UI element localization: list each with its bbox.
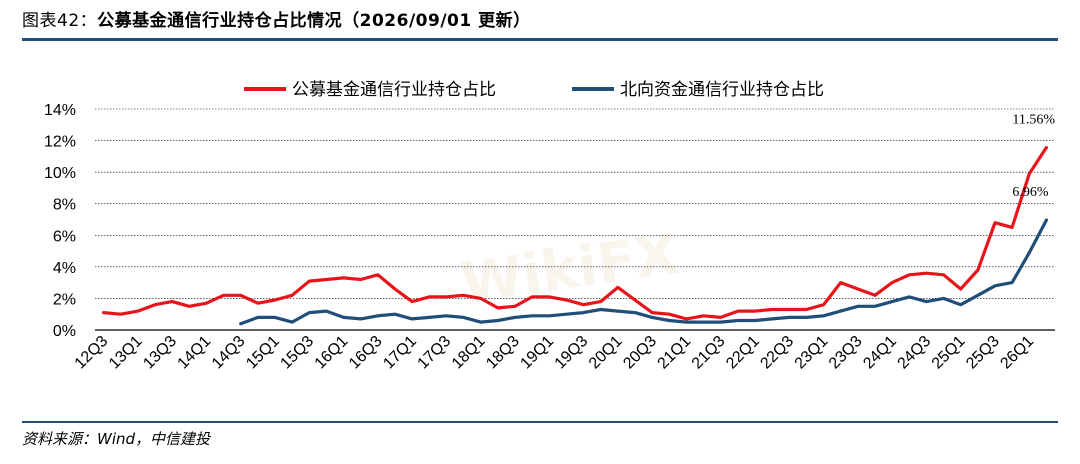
x-tick-label: 20Q1: [586, 333, 626, 373]
x-tick-label: 25Q3: [963, 333, 1003, 373]
series-line-2: [239, 218, 1048, 326]
top-rule: [22, 38, 1058, 41]
x-tick-label: 24Q1: [860, 333, 900, 373]
x-tick-label: 14Q1: [175, 333, 215, 373]
end-value-label: 11.56%: [1012, 113, 1055, 128]
y-tick-label: 0%: [53, 323, 76, 340]
x-tick-label: 19Q3: [552, 333, 592, 373]
y-tick-label: 4%: [53, 260, 76, 277]
bottom-rule: [22, 421, 1058, 423]
x-tick-label: 16Q1: [312, 333, 352, 373]
x-tick-label: 24Q3: [895, 333, 935, 373]
x-tick-label: 23Q1: [792, 333, 832, 373]
x-tick-label: 15Q1: [243, 333, 283, 373]
x-tick-label: 17Q1: [380, 333, 420, 373]
x-tick-label: 14Q3: [209, 333, 249, 373]
end-value-label: 6.96%: [1012, 185, 1049, 200]
x-tick-label: 22Q3: [757, 333, 797, 373]
x-tick-label: 18Q1: [449, 333, 489, 373]
grid-lines: [95, 108, 1055, 331]
line-chart: WikiFX 0%2%4%6%8%10%12%14% 12Q313Q113Q31…: [44, 80, 1055, 373]
x-tick-label: 15Q3: [277, 333, 317, 373]
x-tick-label: 13Q1: [106, 333, 146, 373]
x-tick-label: 26Q1: [997, 333, 1037, 373]
legend-label: 北向资金通信行业持仓占比: [620, 80, 824, 100]
x-tick-label: 16Q3: [346, 333, 386, 373]
chart-title: 图表42：公募基金通信行业持仓占比情况（2026/09/01 更新）: [22, 6, 531, 31]
legend-label: 公募基金通信行业持仓占比: [292, 80, 496, 100]
x-tick-label: 21Q3: [689, 333, 729, 373]
x-tick-label: 13Q3: [140, 333, 180, 373]
x-tick-label: 22Q1: [723, 333, 763, 373]
y-tick-label: 10%: [44, 165, 76, 182]
y-tick-label: 14%: [44, 102, 76, 119]
series-lines: [102, 145, 1048, 326]
x-tick-label: 23Q3: [826, 333, 866, 373]
x-tick-label: 18Q3: [483, 333, 523, 373]
figure-title: 公募基金通信行业持仓占比情况（2026/09/01 更新）: [97, 11, 531, 31]
x-tick-label: 12Q3: [72, 333, 112, 373]
y-tick-label: 12%: [44, 134, 76, 151]
y-tick-label: 6%: [53, 228, 76, 245]
y-tick-label: 8%: [53, 197, 76, 214]
series-line-1: [102, 145, 1048, 321]
end-labels: 11.56% 6.96%: [1012, 113, 1055, 201]
x-tick-label: 21Q1: [655, 333, 695, 373]
y-tick-label: 2%: [53, 291, 76, 308]
legend: 公募基金通信行业持仓占比 北向资金通信行业持仓占比: [244, 80, 824, 100]
x-tick-label: 17Q3: [415, 333, 455, 373]
x-tick-label: 20Q3: [620, 333, 660, 373]
figure-label: 图表42：: [22, 11, 98, 31]
x-axis: 12Q313Q113Q314Q114Q315Q115Q316Q116Q317Q1…: [72, 333, 1037, 373]
y-axis: 0% 2% 4% 6% 8% 10% 12% 14%: [44, 102, 76, 340]
source-note: 资料来源：Wind，中信建投: [22, 430, 211, 448]
x-tick-label: 19Q1: [517, 333, 557, 373]
x-tick-label: 25Q1: [929, 333, 969, 373]
